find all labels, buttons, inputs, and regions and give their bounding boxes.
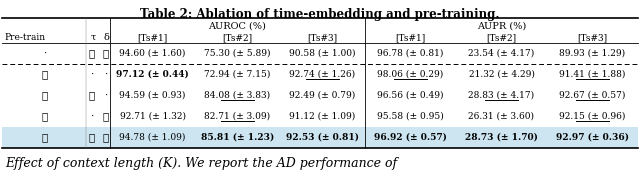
Text: ·: · <box>90 70 93 79</box>
Text: 92.97 (± 0.36): 92.97 (± 0.36) <box>556 133 629 142</box>
Text: 96.92 (± 0.57): 96.92 (± 0.57) <box>374 133 447 142</box>
Text: ·: · <box>104 70 108 79</box>
Text: 98.06 (± 0.29): 98.06 (± 0.29) <box>378 70 444 79</box>
Text: ✓: ✓ <box>42 70 48 79</box>
Text: 95.58 (± 0.95): 95.58 (± 0.95) <box>377 112 444 121</box>
Text: ✓: ✓ <box>42 91 48 100</box>
Text: [Ts#3]: [Ts#3] <box>307 33 337 42</box>
Text: 26.31 (± 3.60): 26.31 (± 3.60) <box>468 112 534 121</box>
Text: 96.78 (± 0.81): 96.78 (± 0.81) <box>378 49 444 58</box>
Text: 91.41 (± 1.88): 91.41 (± 1.88) <box>559 70 626 79</box>
Text: 92.71 (± 1.32): 92.71 (± 1.32) <box>120 112 186 121</box>
Text: 23.54 (± 4.17): 23.54 (± 4.17) <box>468 49 534 58</box>
Text: 90.58 (± 1.00): 90.58 (± 1.00) <box>289 49 356 58</box>
Text: AUROC (%): AUROC (%) <box>209 21 266 30</box>
Text: ✓: ✓ <box>89 91 95 100</box>
Text: τ: τ <box>90 33 96 42</box>
Text: ·: · <box>104 91 108 100</box>
Text: ✓: ✓ <box>103 133 109 142</box>
Text: 21.32 (± 4.29): 21.32 (± 4.29) <box>468 70 534 79</box>
Text: 72.94 (± 7.15): 72.94 (± 7.15) <box>204 70 271 79</box>
Text: [Ts#1]: [Ts#1] <box>138 33 168 42</box>
Text: 92.74 (± 1.26): 92.74 (± 1.26) <box>289 70 356 79</box>
Text: 75.30 (± 5.89): 75.30 (± 5.89) <box>204 49 271 58</box>
Text: 94.78 (± 1.09): 94.78 (± 1.09) <box>119 133 186 142</box>
Text: 84.08 (± 3.83): 84.08 (± 3.83) <box>204 91 271 100</box>
Text: [Ts#3]: [Ts#3] <box>577 33 607 42</box>
Text: 28.73 (± 1.70): 28.73 (± 1.70) <box>465 133 538 142</box>
Text: 82.71 (± 3.09): 82.71 (± 3.09) <box>204 112 271 121</box>
Text: 85.81 (± 1.23): 85.81 (± 1.23) <box>201 133 274 142</box>
Text: [Ts#1]: [Ts#1] <box>396 33 426 42</box>
Text: ·: · <box>44 49 47 58</box>
Text: 94.60 (± 1.60): 94.60 (± 1.60) <box>119 49 186 58</box>
Text: [Ts#2]: [Ts#2] <box>223 33 253 42</box>
Text: ✓: ✓ <box>89 49 95 58</box>
Text: 91.12 (± 1.09): 91.12 (± 1.09) <box>289 112 356 121</box>
Text: ·: · <box>90 112 93 121</box>
Text: 94.59 (± 0.93): 94.59 (± 0.93) <box>119 91 186 100</box>
Text: 28.83 (± 4.17): 28.83 (± 4.17) <box>468 91 534 100</box>
Text: Effect of context length (K). We report the AD performance of: Effect of context length (K). We report … <box>5 157 397 170</box>
Text: ✓: ✓ <box>89 133 95 142</box>
Text: ✓: ✓ <box>103 49 109 58</box>
Bar <box>2 127 638 148</box>
Text: 92.15 (± 0.96): 92.15 (± 0.96) <box>559 112 626 121</box>
Text: Table 2: Ablation of time-embedding and pre-training.: Table 2: Ablation of time-embedding and … <box>140 8 500 21</box>
Text: 96.56 (± 0.49): 96.56 (± 0.49) <box>377 91 444 100</box>
Text: [Ts#2]: [Ts#2] <box>486 33 516 42</box>
Text: 92.53 (± 0.81): 92.53 (± 0.81) <box>286 133 359 142</box>
Text: ✓: ✓ <box>42 112 48 121</box>
Text: 89.93 (± 1.29): 89.93 (± 1.29) <box>559 49 625 58</box>
Text: AUPR (%): AUPR (%) <box>477 21 526 30</box>
Text: δ: δ <box>103 33 109 42</box>
Text: ✓: ✓ <box>42 133 48 142</box>
Text: 92.49 (± 0.79): 92.49 (± 0.79) <box>289 91 356 100</box>
Text: Pre-train: Pre-train <box>4 33 45 42</box>
Text: ✓: ✓ <box>103 112 109 121</box>
Text: 97.12 (± 0.44): 97.12 (± 0.44) <box>116 70 189 79</box>
Text: 92.67 (± 0.57): 92.67 (± 0.57) <box>559 91 626 100</box>
